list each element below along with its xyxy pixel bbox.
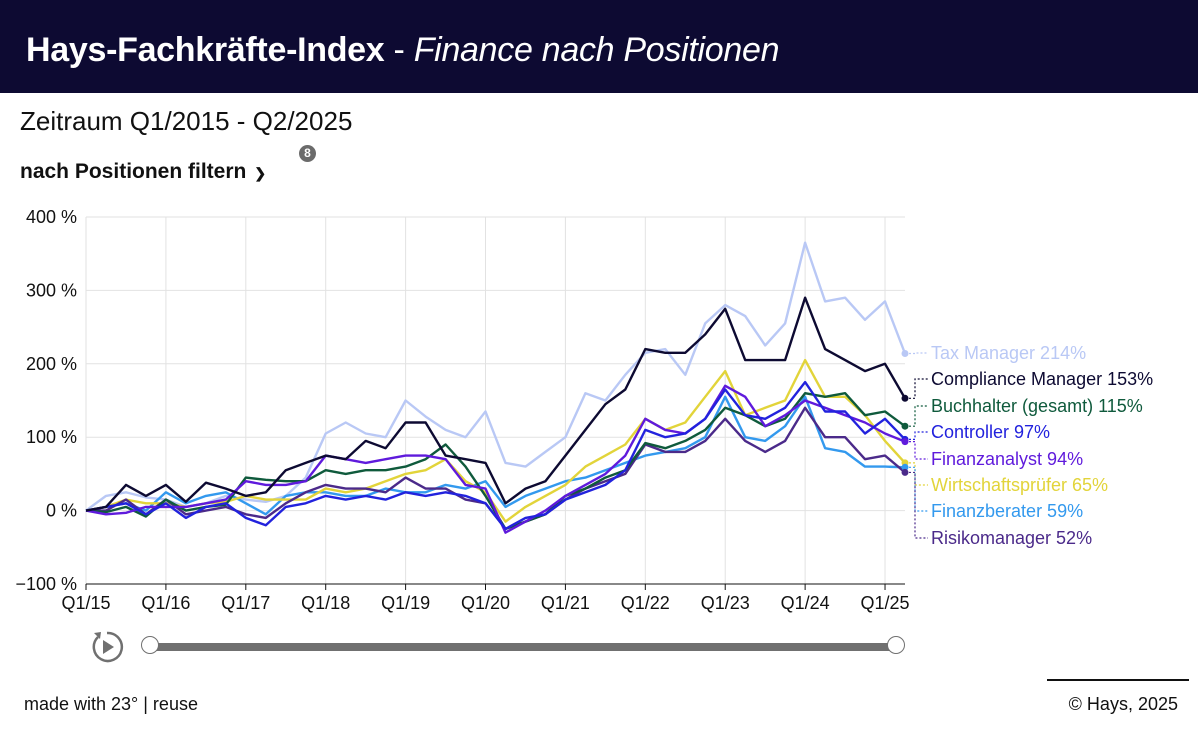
slider-handle-start[interactable] [141, 636, 159, 654]
slider-handle-end[interactable] [887, 636, 905, 654]
series-label: Controller 97% [931, 422, 1050, 442]
copyright: © Hays, 2025 [1068, 694, 1178, 714]
series-line-tax-manager [85, 241, 907, 512]
y-tick-label: 100 % [26, 427, 77, 447]
series-end-dot [901, 438, 909, 446]
x-tick-label: Q1/19 [381, 593, 430, 613]
title-main: Hays-Fachkräfte-Index [26, 31, 385, 69]
series-line-compliance-manager [85, 296, 907, 512]
y-tick-label: 0 % [46, 501, 77, 521]
made-with-link[interactable]: made with 23° | reuse [24, 694, 198, 714]
label-connector [905, 352, 928, 355]
chart-grid [85, 216, 905, 585]
series-label: Finanzberater 59% [931, 501, 1083, 521]
x-tick-label: Q1/23 [701, 593, 750, 613]
series-label: Buchhalter (gesamt) 115% [931, 396, 1143, 416]
y-axis: −100 % 0 % 100 % 200 % 300 % 400 % [15, 207, 77, 594]
x-tick-label: Q1/24 [781, 593, 830, 613]
series-label: Wirtschaftsprüfer 65% [931, 475, 1108, 495]
time-slider-track[interactable] [150, 643, 896, 651]
series-end-dot [901, 394, 909, 402]
series-end-dot [901, 350, 909, 358]
arrow-head-icon [94, 632, 101, 639]
series-label: Compliance Manager 153% [931, 369, 1153, 389]
play-icon [103, 640, 114, 654]
series-end-dot [901, 463, 909, 471]
x-tick-label: Q1/18 [301, 593, 350, 613]
series-line-finanzberater [85, 395, 906, 516]
period-label: Zeitraum Q1/2015 - Q2/2025 [20, 106, 353, 136]
series-end-dot [901, 422, 909, 430]
y-tick-label: 200 % [26, 354, 77, 374]
series-line-finanzanalyst [85, 384, 906, 534]
y-tick-label: −100 % [15, 574, 77, 594]
label-connector [905, 441, 928, 460]
series-line-wirtschaftsprüfer [85, 358, 906, 523]
series-label: Tax Manager 214% [931, 343, 1086, 363]
series-end-dot [901, 468, 909, 476]
filter-count-badge: 8 [299, 145, 316, 162]
x-tick-label: Q1/17 [221, 593, 270, 613]
label-connector [905, 431, 928, 441]
x-axis: Q1/15 Q1/16 Q1/17 Q1/18 Q1/19 Q1/20 Q1/21 Q1/22… [61, 583, 910, 613]
y-tick-label: 300 % [26, 280, 77, 300]
play-button[interactable] [90, 630, 124, 664]
page-title: Hays-Fachkräfte-Index - Finance nach Pos… [26, 30, 779, 70]
series-label: Finanzanalyst 94% [931, 449, 1083, 469]
series-line-controller [85, 380, 906, 531]
x-tick-label: Q1/21 [541, 593, 590, 613]
chevron-down-icon: ❯ [254, 165, 267, 181]
x-tick-label: Q1/22 [621, 593, 670, 613]
title-separator: - [384, 31, 414, 69]
x-tick-label: Q1/25 [861, 593, 910, 613]
label-connector [905, 405, 928, 427]
replay-arc-icon [92, 631, 124, 663]
position-filter-dropdown[interactable]: nach Positionen filtern ❯ [20, 160, 266, 184]
x-tick-label: Q1/15 [61, 593, 110, 613]
line-chart: −100 % 0 % 100 % 200 % 300 % 400 % Q1/15 Q1/16… [15, 207, 1153, 613]
label-connector [905, 378, 928, 399]
header-bar: Hays-Fachkräfte-Index - Finance nach Pos… [0, 0, 1198, 93]
y-tick-label: 400 % [26, 207, 77, 227]
x-tick-label: Q1/16 [141, 593, 190, 613]
series-labels: Tax Manager 214% Compliance Manager 153% B… [901, 343, 1153, 548]
series-label: Risikomanager 52% [931, 528, 1092, 548]
title-subtitle: Finance nach Positionen [413, 31, 780, 69]
chart-series [85, 241, 907, 534]
label-connector [905, 462, 928, 486]
label-connector [905, 471, 928, 539]
footer-divider [1047, 679, 1189, 681]
x-tick-label: Q1/20 [461, 593, 510, 613]
filter-label: nach Positionen filtern [20, 160, 247, 183]
label-connector [905, 466, 928, 512]
